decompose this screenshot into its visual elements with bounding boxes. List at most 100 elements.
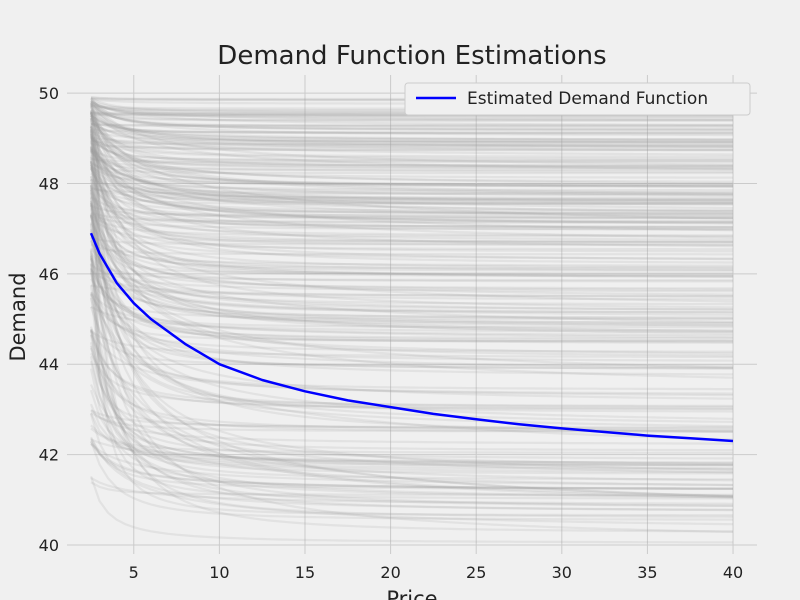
sample-curve — [89, 146, 733, 466]
sample-curve — [90, 98, 733, 132]
sample-curve — [89, 112, 734, 261]
sample-curve — [89, 117, 733, 218]
series-layer — [89, 232, 734, 443]
sample-curve — [90, 139, 733, 146]
chart-title: Demand Function Estimations — [217, 41, 606, 71]
sample-curve — [89, 124, 733, 231]
sample-curve — [90, 109, 733, 141]
sample-curve — [90, 140, 733, 194]
sample-curve — [90, 204, 733, 217]
x-tick-label: 40 — [723, 563, 743, 582]
sample-curve — [90, 409, 734, 430]
sample-curve — [89, 389, 733, 471]
sample-curve — [89, 203, 733, 370]
sample-curve — [90, 114, 733, 141]
sample-curve — [90, 105, 733, 148]
sample-curve — [90, 202, 733, 260]
sample-curve — [90, 114, 733, 152]
sample-curve — [90, 278, 733, 321]
sample-curve — [90, 424, 733, 454]
sample-curve — [89, 248, 733, 517]
sample-curve — [90, 146, 733, 202]
sample-curve — [89, 297, 734, 498]
sample-curve — [90, 257, 734, 327]
sample-curve — [89, 126, 734, 413]
sample-curve — [90, 100, 734, 118]
sample-curve — [90, 147, 733, 202]
sample-curve — [90, 215, 733, 244]
sample-curve — [89, 334, 734, 487]
sample-curve — [89, 102, 733, 187]
sample-curve — [90, 137, 733, 160]
sample-curve — [90, 284, 733, 298]
sample-curve — [90, 100, 733, 126]
sample-curve — [89, 476, 734, 544]
sample-curve — [89, 202, 734, 395]
sample-curve — [90, 138, 733, 151]
sample-curve — [90, 481, 733, 496]
sample-curve — [89, 345, 733, 429]
sample-curve — [90, 352, 733, 410]
sample-curve — [89, 329, 733, 452]
sample-curve — [89, 115, 733, 162]
sample-curve — [90, 213, 733, 238]
sample-curve — [90, 247, 734, 311]
sample-curve — [90, 264, 733, 293]
x-tick-label: 15 — [295, 563, 315, 582]
sample-curve — [89, 110, 734, 197]
sample-curve — [89, 215, 733, 290]
sample-curves — [89, 96, 734, 544]
sample-curve — [90, 115, 733, 158]
sample-curve — [89, 333, 734, 408]
sample-curve — [90, 113, 733, 117]
x-tick-label: 10 — [209, 563, 229, 582]
sample-curve — [89, 111, 734, 309]
sample-curve — [89, 257, 733, 344]
sample-curve — [90, 255, 734, 316]
sample-curve — [89, 268, 734, 499]
sample-curve — [90, 112, 734, 195]
sample-curve — [89, 271, 733, 353]
sample-curve — [89, 166, 733, 251]
sample-curve — [89, 205, 734, 379]
sample-curve — [89, 214, 733, 376]
sample-curve — [90, 100, 733, 143]
sample-curve — [90, 114, 733, 135]
sample-curve — [90, 102, 733, 144]
sample-curve — [90, 157, 733, 164]
sample-curve — [89, 356, 734, 499]
y-tick-label: 44 — [39, 355, 59, 374]
sample-curve — [89, 105, 733, 219]
y-tick-label: 48 — [39, 174, 59, 193]
sample-curve — [89, 117, 734, 332]
sample-curve — [89, 189, 733, 275]
sample-curve — [89, 306, 733, 367]
sample-curve — [90, 243, 733, 256]
sample-curve — [89, 230, 733, 314]
sample-curve — [89, 257, 733, 329]
sample-curve — [89, 237, 733, 319]
sample-curve — [90, 178, 733, 215]
sample-curve — [90, 443, 733, 486]
y-tick-label: 46 — [39, 265, 59, 284]
sample-curve — [90, 328, 734, 397]
sample-curve — [89, 185, 733, 325]
sample-curve — [89, 251, 733, 475]
legend-box — [404, 82, 751, 116]
sample-curve — [90, 168, 733, 220]
sample-curve — [89, 208, 734, 507]
sample-curve — [90, 164, 733, 202]
sample-curve — [90, 235, 733, 267]
sample-curve — [90, 130, 733, 148]
sample-curve — [90, 117, 733, 135]
sample-curve — [90, 440, 733, 490]
sample-curve — [89, 161, 734, 335]
sample-curve — [90, 236, 733, 246]
sample-curve — [89, 197, 734, 343]
sample-curve — [89, 185, 734, 518]
y-tick-label: 50 — [39, 84, 59, 103]
sample-curve — [90, 157, 733, 173]
sample-curve — [89, 128, 733, 278]
sample-curve — [90, 411, 733, 433]
